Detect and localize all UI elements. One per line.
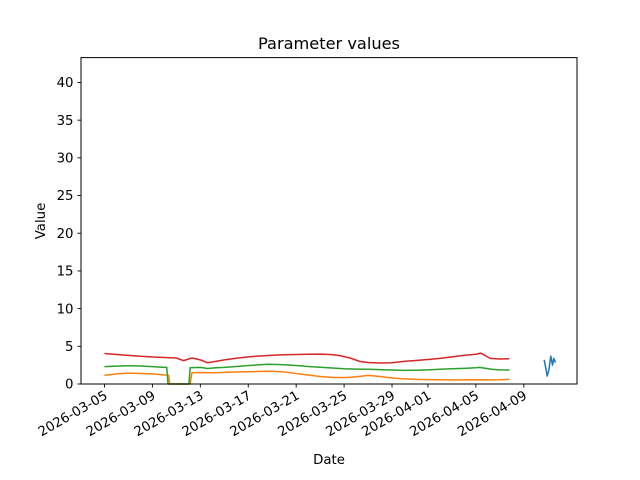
series-blue-line xyxy=(543,355,557,377)
chart-title: Parameter values xyxy=(258,34,400,53)
y-tick-label: 30 xyxy=(57,152,74,167)
y-tick-label: 10 xyxy=(57,302,74,317)
y-tick-label: 0 xyxy=(65,378,73,393)
y-axis-label: Value xyxy=(34,203,49,240)
y-tick-label: 5 xyxy=(65,340,73,355)
y-tick-label: 15 xyxy=(57,265,74,280)
series-red-line xyxy=(104,352,510,364)
y-tick-label: 20 xyxy=(57,227,74,242)
y-tick-label: 35 xyxy=(57,114,74,129)
series-green-line xyxy=(104,363,510,385)
y-tick-label: 25 xyxy=(57,189,74,204)
series-orange-line xyxy=(104,370,510,385)
axes-spines xyxy=(80,57,578,385)
y-tick-label: 40 xyxy=(57,76,74,91)
x-axis-label: Date xyxy=(313,453,345,468)
plot-area: 05101520253035402026-03-052026-03-092026… xyxy=(36,57,578,440)
